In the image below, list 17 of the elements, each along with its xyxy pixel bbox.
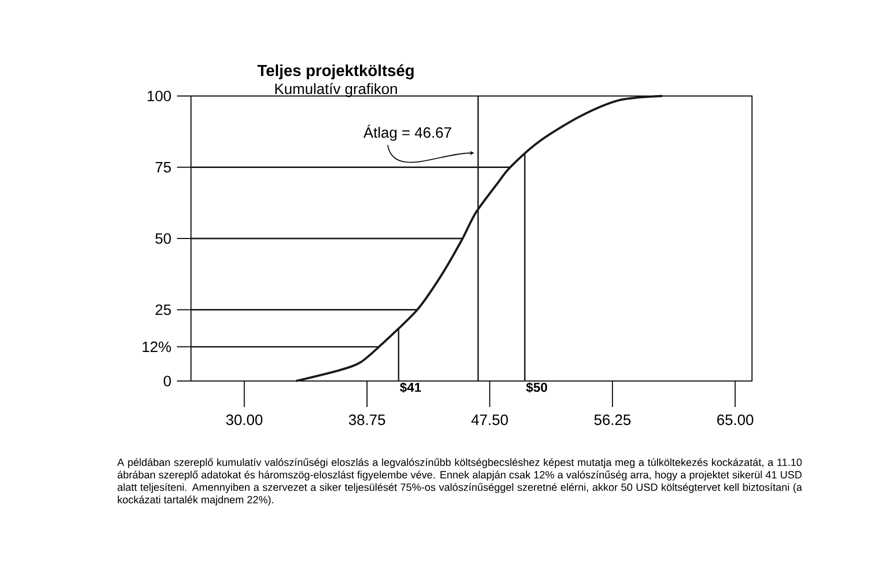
ref-line-label: $50 [526,382,548,393]
x-tick-label: 56.25 [594,414,631,426]
ref-line-label: $41 [400,382,422,393]
y-tick-label: 75 [156,162,171,172]
x-tick-label: 38.75 [348,414,386,426]
annotation: Átlag = 46.67 [363,124,452,141]
chart-title: Teljes projektköltség [257,64,414,80]
x-tick-label: 30.00 [226,414,262,426]
x-tick-label: 47.50 [471,414,508,426]
y-tick-label: 0 [164,376,171,386]
x-tick-label: 65.00 [717,414,754,426]
y-tick-label: 12% [142,342,171,352]
y-tick-label: 25 [156,304,171,316]
y-tick-label: 50 [155,233,171,244]
text: A példában szereplő kumulatív valószínűségi eloszlás a legvalószínűbb költségbecsléshez képest mutatja meg a túlköltekezés kockázatát, a 11.10 ábrában szereplő adatokat és háromszög-eloszlást figyelembe véve. Ennek alapján csak 12% a valószínűség arra, hogy a projektet sikerül 41 USD alatt teljesíteni. Amennyiben a szervezet a siker teljesülését 75%-os valószínűséggel szeretné elérni, akkor 50 USD költségtervet kell biztosítani (a kockázati tartalék majdnem 22%). [117,458,802,506]
y-tick-label: 100 [148,90,171,102]
chart-subtitle: Kumulatív grafikon [275,82,397,98]
